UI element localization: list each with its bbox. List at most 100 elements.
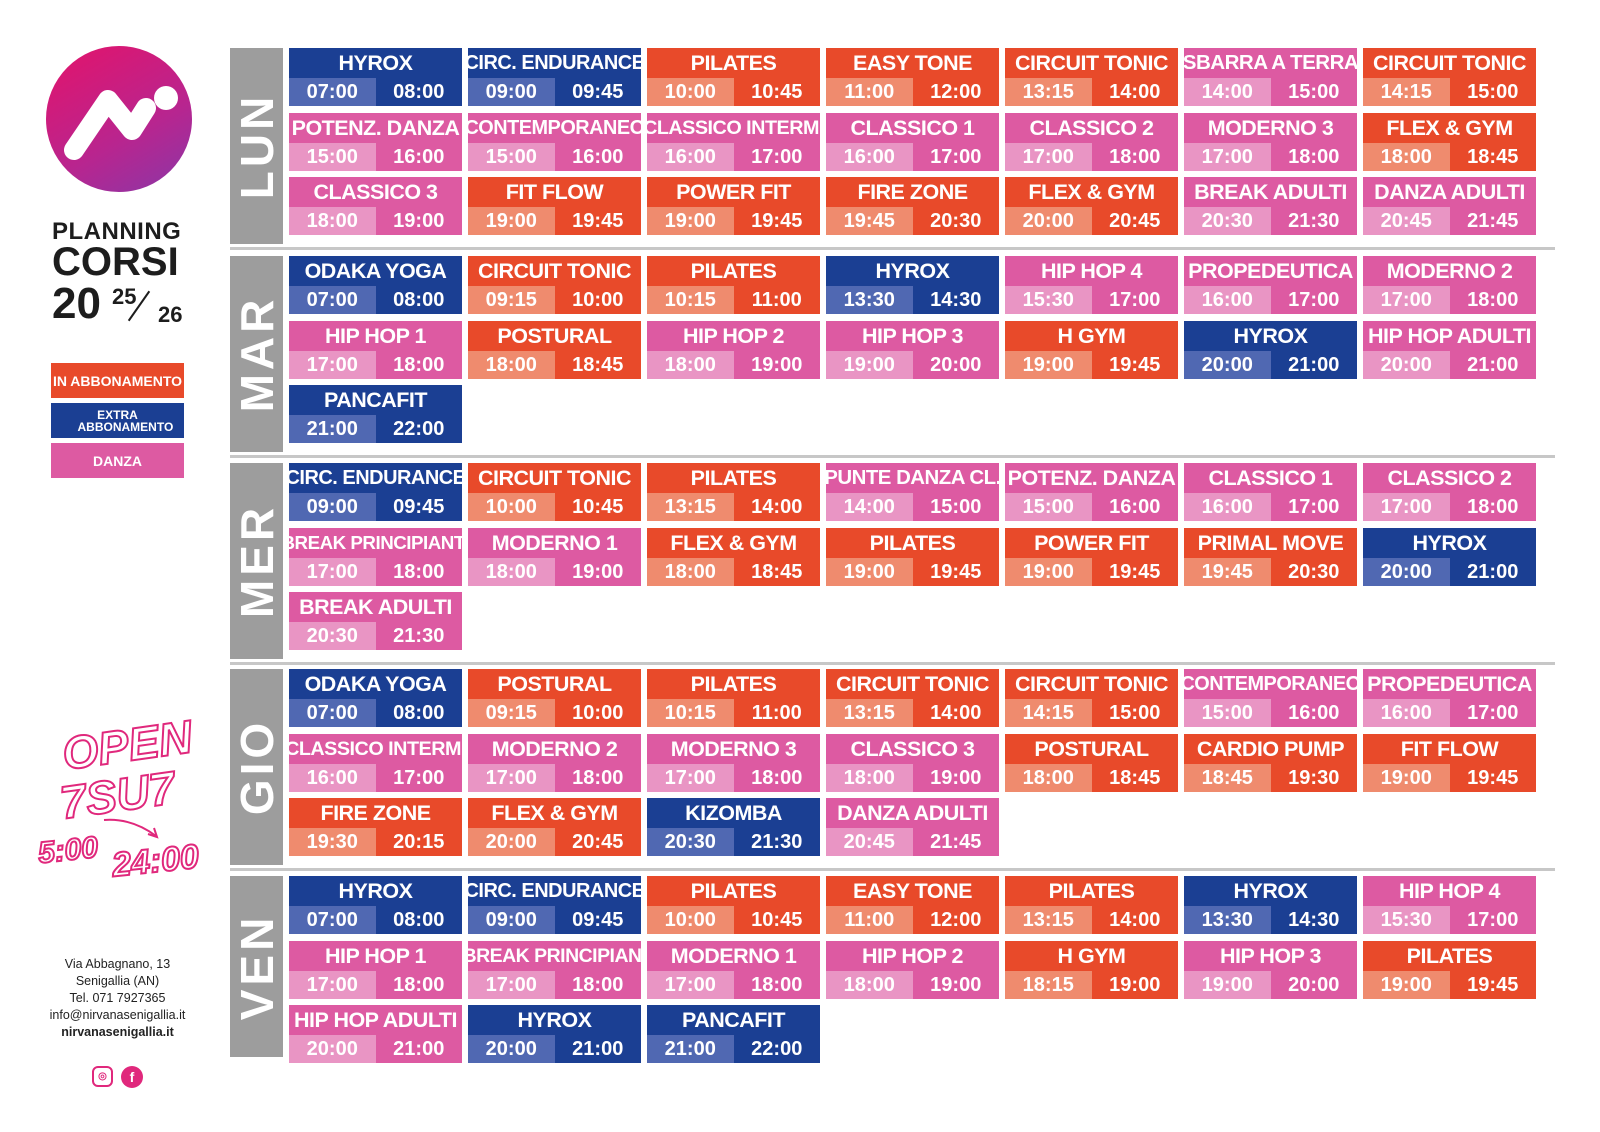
class-name: POSTURAL <box>468 669 641 699</box>
class-card[interactable]: HIP HOP ADULTI 20:00 21:00 <box>1363 321 1536 379</box>
class-card[interactable]: POSTURAL 09:15 10:00 <box>468 669 641 727</box>
class-card[interactable]: KIZOMBA 20:30 21:30 <box>647 798 820 856</box>
class-card[interactable]: MODERNO 3 17:00 18:00 <box>1184 113 1357 171</box>
day-name: MER <box>230 503 283 619</box>
class-card[interactable]: CLASSICO 2 17:00 18:00 <box>1005 113 1178 171</box>
class-card[interactable]: HIP HOP 4 15:30 17:00 <box>1005 256 1178 314</box>
class-card[interactable]: HIP HOP 1 17:00 18:00 <box>289 321 462 379</box>
class-card[interactable]: POWER FIT 19:00 19:45 <box>1005 528 1178 586</box>
class-card[interactable]: FIRE ZONE 19:45 20:30 <box>826 177 999 235</box>
class-card[interactable]: MODERNO 1 18:00 19:00 <box>468 528 641 586</box>
class-card[interactable]: PILATES 10:15 11:00 <box>647 669 820 727</box>
class-card[interactable]: POTENZ. DANZA 15:00 16:00 <box>1005 463 1178 521</box>
class-card[interactable]: POTENZ. DANZA 15:00 16:00 <box>289 113 462 171</box>
class-card[interactable]: CLASSICO 3 18:00 19:00 <box>289 177 462 235</box>
class-card[interactable]: CLASSICO 1 16:00 17:00 <box>826 113 999 171</box>
class-card[interactable]: BREAK PRINCIPIANTI 17:00 18:00 <box>289 528 462 586</box>
class-card[interactable]: HIP HOP 4 15:30 17:00 <box>1363 876 1536 934</box>
class-card[interactable]: DANZA ADULTI 20:45 21:45 <box>1363 177 1536 235</box>
class-card[interactable]: CLASSICO INTERM. 16:00 17:00 <box>289 734 462 792</box>
class-card[interactable]: HIP HOP 3 19:00 20:00 <box>826 321 999 379</box>
class-card[interactable]: FIT FLOW 19:00 19:45 <box>1363 734 1536 792</box>
class-card[interactable]: HYROX 07:00 08:00 <box>289 48 462 106</box>
class-card[interactable]: PUNTE DANZA CL. 14:00 15:00 <box>826 463 999 521</box>
class-card[interactable]: CIRC. ENDURANCE 09:00 09:45 <box>468 48 641 106</box>
class-card[interactable]: FIRE ZONE 19:30 20:15 <box>289 798 462 856</box>
class-card[interactable]: CIRCUIT TONIC 13:15 14:00 <box>1005 48 1178 106</box>
class-card[interactable]: ODAKA YOGA 07:00 08:00 <box>289 256 462 314</box>
facebook-icon[interactable]: f <box>121 1066 143 1088</box>
class-card[interactable]: ODAKA YOGA 07:00 08:00 <box>289 669 462 727</box>
class-card[interactable]: HYROX 13:30 14:30 <box>826 256 999 314</box>
class-card[interactable]: BREAK PRINCIPIAN. 17:00 18:00 <box>468 941 641 999</box>
class-card[interactable]: FLEX & GYM 20:00 20:45 <box>468 798 641 856</box>
class-card[interactable]: CIRC. ENDURANCE 09:00 09:45 <box>468 876 641 934</box>
class-card[interactable]: PANCAFIT 21:00 22:00 <box>647 1005 820 1063</box>
email-link[interactable]: info@nirvanasenigallia.it <box>49 1008 186 1022</box>
class-card[interactable]: CLASSICO 3 18:00 19:00 <box>826 734 999 792</box>
class-card[interactable]: POSTURAL 18:00 18:45 <box>468 321 641 379</box>
class-card[interactable]: EASY TONE 11:00 12:00 <box>826 48 999 106</box>
class-card[interactable]: HYROX 20:00 21:00 <box>468 1005 641 1063</box>
start-time: 20:30 <box>647 828 734 856</box>
class-card[interactable]: CLASSICO 2 17:00 18:00 <box>1363 463 1536 521</box>
class-card[interactable]: PROPEDEUTICA 16:00 17:00 <box>1184 256 1357 314</box>
class-card[interactable]: CIRCUIT TONIC 09:15 10:00 <box>468 256 641 314</box>
class-card[interactable]: CLASSICO INTERM. 16:00 17:00 <box>647 113 820 171</box>
class-card[interactable]: PRIMAL MOVE 19:45 20:30 <box>1184 528 1357 586</box>
class-card[interactable]: PILATES 13:15 14:00 <box>647 463 820 521</box>
class-card[interactable]: POWER FIT 19:00 19:45 <box>647 177 820 235</box>
class-card[interactable]: PILATES 19:00 19:45 <box>826 528 999 586</box>
class-card[interactable]: MODERNO 3 17:00 18:00 <box>647 734 820 792</box>
class-card[interactable]: CIRCUIT TONIC 13:15 14:00 <box>826 669 999 727</box>
class-card[interactable]: CONTEMPORANEO 15:00 16:00 <box>1184 669 1357 727</box>
class-times: 19:30 20:15 <box>289 828 462 856</box>
class-card[interactable]: MODERNO 2 17:00 18:00 <box>468 734 641 792</box>
class-card[interactable]: EASY TONE 11:00 12:00 <box>826 876 999 934</box>
address: Via Abbagnano, 13 <box>64 957 171 971</box>
class-card[interactable]: CIRCUIT TONIC 10:00 10:45 <box>468 463 641 521</box>
class-card[interactable]: HYROX 20:00 21:00 <box>1184 321 1357 379</box>
class-card[interactable]: FLEX & GYM 18:00 18:45 <box>647 528 820 586</box>
class-card[interactable]: BREAK ADULTI 20:30 21:30 <box>289 592 462 650</box>
class-card[interactable]: FLEX & GYM 20:00 20:45 <box>1005 177 1178 235</box>
class-card[interactable]: CIRC. ENDURANCE 09:00 09:45 <box>289 463 462 521</box>
class-card[interactable]: HIP HOP ADULTI 20:00 21:00 <box>289 1005 462 1063</box>
legend-extra-abbonamento: EXTRA ABBONAMENTO <box>51 403 184 438</box>
class-card[interactable]: H GYM 18:15 19:00 <box>1005 941 1178 999</box>
class-card[interactable]: HYROX 07:00 08:00 <box>289 876 462 934</box>
class-card[interactable]: PILATES 19:00 19:45 <box>1363 941 1536 999</box>
class-card[interactable]: CIRCUIT TONIC 14:15 15:00 <box>1005 669 1178 727</box>
class-card[interactable]: HIP HOP 1 17:00 18:00 <box>289 941 462 999</box>
website-link[interactable]: nirvanasenigallia.it <box>61 1025 174 1039</box>
class-card[interactable]: PANCAFIT 21:00 22:00 <box>289 385 462 443</box>
class-card[interactable]: CLASSICO 1 16:00 17:00 <box>1184 463 1357 521</box>
class-card[interactable]: CARDIO PUMP 18:45 19:30 <box>1184 734 1357 792</box>
class-card[interactable]: PILATES 10:15 11:00 <box>647 256 820 314</box>
class-card[interactable]: FIT FLOW 19:00 19:45 <box>468 177 641 235</box>
class-card[interactable]: DANZA ADULTI 20:45 21:45 <box>826 798 999 856</box>
class-card[interactable]: SBARRA A TERRA 14:00 15:00 <box>1184 48 1357 106</box>
class-card[interactable]: HIP HOP 3 19:00 20:00 <box>1184 941 1357 999</box>
instagram-icon[interactable]: ◎ <box>92 1066 113 1087</box>
class-card[interactable]: MODERNO 2 17:00 18:00 <box>1363 256 1536 314</box>
class-card[interactable]: CIRCUIT TONIC 14:15 15:00 <box>1363 48 1536 106</box>
class-card[interactable]: HYROX 20:00 21:00 <box>1363 528 1536 586</box>
class-card[interactable]: POSTURAL 18:00 18:45 <box>1005 734 1178 792</box>
class-card[interactable]: CONTEMPORANEO 15:00 16:00 <box>468 113 641 171</box>
class-card[interactable]: PROPEDEUTICA 16:00 17:00 <box>1363 669 1536 727</box>
class-card[interactable]: MODERNO 1 17:00 18:00 <box>647 941 820 999</box>
class-card[interactable]: PILATES 10:00 10:45 <box>647 48 820 106</box>
class-card[interactable]: HYROX 13:30 14:30 <box>1184 876 1357 934</box>
end-time: 08:00 <box>375 78 462 106</box>
class-card[interactable]: H GYM 19:00 19:45 <box>1005 321 1178 379</box>
class-card[interactable]: HIP HOP 2 18:00 19:00 <box>647 321 820 379</box>
class-card[interactable]: HIP HOP 2 18:00 19:00 <box>826 941 999 999</box>
class-card[interactable]: PILATES 13:15 14:00 <box>1005 876 1178 934</box>
class-card[interactable]: FLEX & GYM 18:00 18:45 <box>1363 113 1536 171</box>
class-card[interactable]: PILATES 10:00 10:45 <box>647 876 820 934</box>
start-time: 20:30 <box>1184 207 1271 235</box>
class-card[interactable]: BREAK ADULTI 20:30 21:30 <box>1184 177 1357 235</box>
class-name: CONTEMPORANEO <box>468 113 641 143</box>
start-time: 11:00 <box>826 906 913 934</box>
